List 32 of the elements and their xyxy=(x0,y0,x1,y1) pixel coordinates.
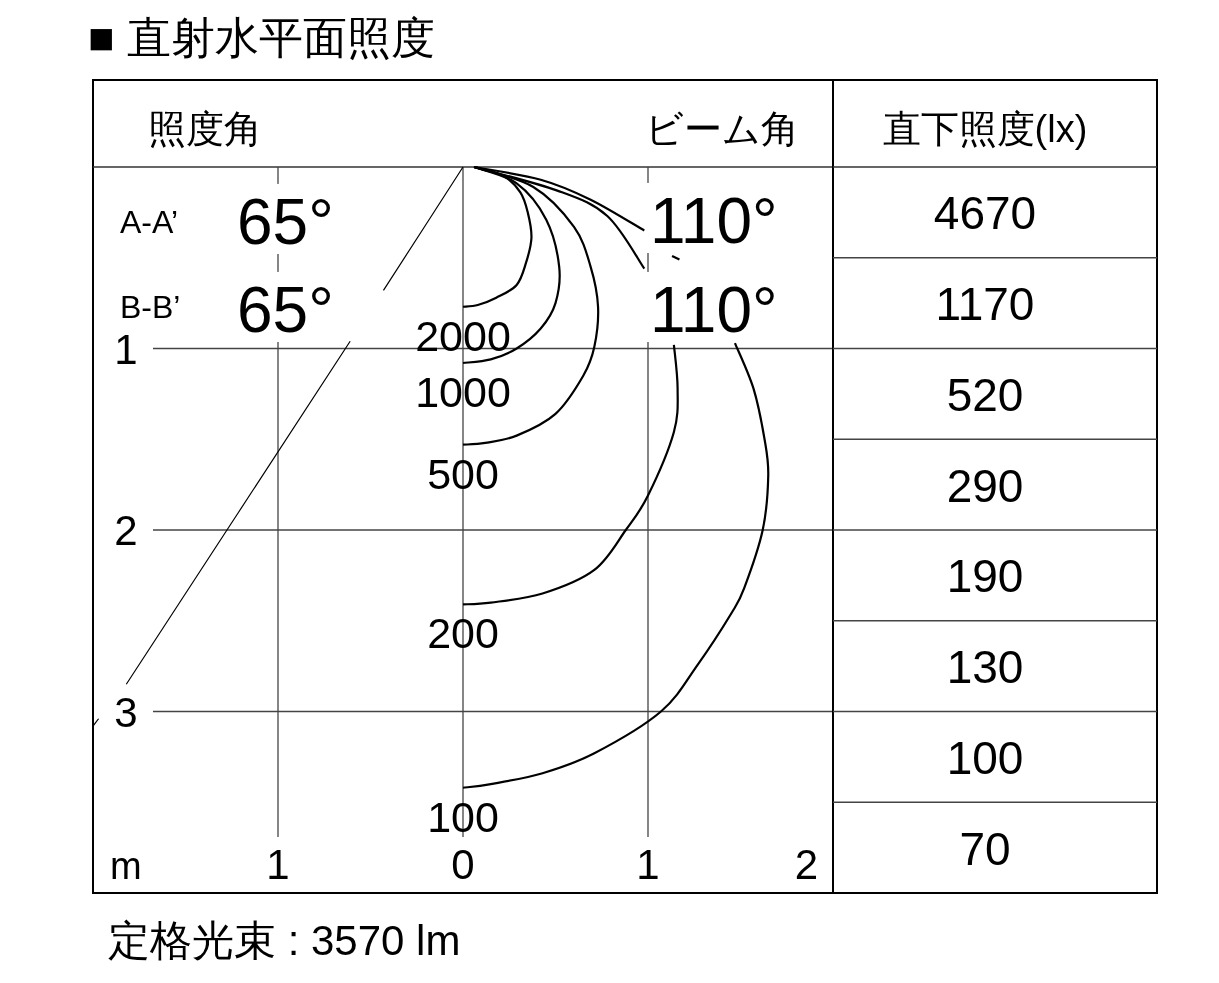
x-tick-label: 1 xyxy=(636,841,660,888)
series-label: 1000 xyxy=(415,368,511,416)
y-tick-label: 1 xyxy=(114,325,138,373)
table-value: 70 xyxy=(959,822,1011,875)
series-label: 100 xyxy=(427,792,499,841)
y-tick-label: 2 xyxy=(114,507,138,554)
annotation: ビーム角 xyxy=(645,108,799,150)
series-label: 200 xyxy=(427,609,499,658)
annotation: 65° xyxy=(237,186,334,258)
series-label: 2000 xyxy=(415,311,511,360)
annotation: 照度角 xyxy=(148,108,262,150)
x-tick-label: 1 xyxy=(266,841,290,888)
x-tick-label: 0 xyxy=(451,841,475,888)
annotation: B-B’ xyxy=(120,289,181,325)
table-value: 4670 xyxy=(933,187,1037,240)
title: ■ 直射水平面照度 xyxy=(88,13,435,62)
x-label: m xyxy=(110,845,142,887)
annotation: 定格光束 : 3570 lm xyxy=(108,917,461,964)
annotation: 110° xyxy=(650,274,778,346)
x-tick-label: 2 xyxy=(794,841,818,888)
table-value: 1170 xyxy=(935,278,1035,331)
annotation: 110° xyxy=(650,185,778,257)
series-label: 500 xyxy=(427,449,499,498)
y-tick-label: 3 xyxy=(114,688,138,736)
annotation: A-A’ xyxy=(120,204,179,240)
table-value: 130 xyxy=(946,641,1024,694)
table-value: 520 xyxy=(946,368,1024,421)
table-value: 100 xyxy=(946,731,1024,784)
title: 直下照度(lx) xyxy=(882,108,1088,150)
annotation: 65° xyxy=(237,274,334,346)
table-value: 290 xyxy=(946,459,1024,512)
table-value: 190 xyxy=(946,550,1024,603)
